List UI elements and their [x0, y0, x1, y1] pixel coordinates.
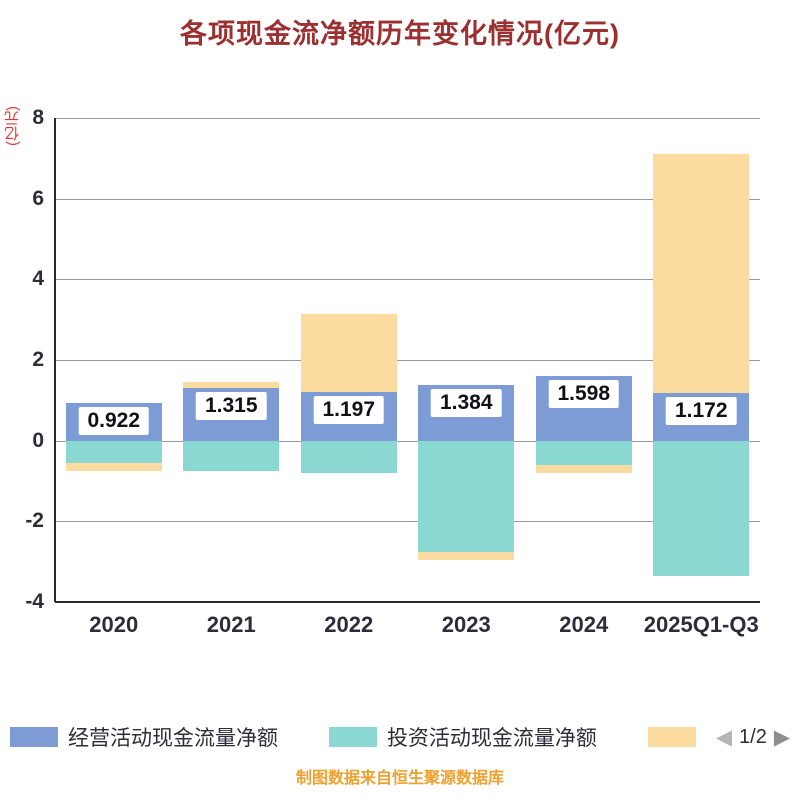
x-axis-line	[55, 601, 760, 603]
bar-value-label-2023: 1.384	[430, 388, 502, 417]
x-tick-label-2023: 2023	[441, 612, 491, 637]
gridline-0	[55, 440, 760, 442]
prev-page-icon[interactable]: ◀	[715, 725, 733, 749]
legend-pager: ◀ 1/2 ▶	[716, 726, 790, 749]
gridline-8	[55, 118, 760, 119]
x-tick-label-2022: 2022	[324, 612, 374, 637]
gridline-4	[55, 279, 760, 281]
bar-segment-series2-2024	[535, 464, 632, 473]
y-tick-label--2: -2	[25, 509, 44, 533]
x-tick-label-2020: 2020	[89, 612, 139, 637]
bar-value-label-2020: 0.922	[78, 407, 150, 436]
y-tick-label-4: 4	[32, 267, 44, 291]
bar-value-label-2021: 1.315	[195, 391, 267, 420]
bar-segment-series1-2025Q1-Q3	[653, 440, 750, 576]
legend: 经营活动现金流量净额 投资活动现金流量净额 ◀ 1/2 ▶	[0, 722, 800, 752]
next-page-icon[interactable]: ▶	[773, 725, 790, 749]
bar-value-label-2024: 1.598	[548, 380, 620, 409]
x-tick-label-2024: 2024	[559, 612, 609, 637]
y-tick-label-0: 0	[32, 428, 44, 452]
x-tick-label-2021: 2021	[206, 612, 256, 637]
x-tick-label-2025Q1-Q3: 2025Q1-Q3	[643, 612, 759, 637]
bar-segment-series2-2023	[418, 551, 515, 560]
chart-title: 各项现金流净额历年变化情况(亿元)	[180, 19, 620, 49]
y-tick-label-6: 6	[32, 186, 44, 210]
gridline-6	[55, 198, 760, 200]
bar-segment-series1-2020	[65, 440, 162, 463]
operating-series-swatch	[10, 727, 58, 747]
y-tick-label-2: 2	[32, 348, 44, 371]
y-axis-line	[54, 118, 56, 602]
bar-segment-series2-2022	[300, 313, 397, 393]
bar-segment-series2-2020	[65, 462, 162, 471]
bar-value-label-2025Q1-Q3: 1.172	[665, 397, 737, 426]
bar-segment-series2-2021	[183, 381, 280, 388]
bar-segment-series1-2023	[418, 440, 515, 552]
gridline-2	[55, 360, 760, 361]
legend-item-investing[interactable]: 投资活动现金流量净额	[328, 722, 597, 752]
gridline--2	[55, 521, 760, 523]
legend-item-operating[interactable]: 经营活动现金流量净额	[10, 722, 278, 752]
legend-group-right: ◀ 1/2 ▶	[647, 726, 790, 749]
bar-segment-series1-2021	[183, 440, 280, 471]
y-tick-label-8: 8	[32, 106, 44, 129]
bar-segment-series1-2022	[300, 440, 397, 473]
legend-item-third-series[interactable]	[647, 727, 706, 747]
page-indicator: 1/2	[739, 725, 767, 748]
data-source-caption: 制图数据来自恒生聚源数据库	[295, 770, 504, 787]
investing-series-swatch	[328, 727, 377, 747]
legend-label-investing: 投资活动现金流量净额	[386, 727, 597, 750]
bar-value-label-2022: 1.197	[313, 396, 385, 425]
legend-label-operating: 经营活动现金流量净额	[68, 727, 278, 750]
y-tick-label--4: -4	[25, 590, 44, 613]
bar-segment-series1-2024	[535, 440, 632, 465]
bar-segment-series2-2025Q1-Q3	[653, 154, 750, 394]
third-series-swatch	[647, 727, 696, 747]
